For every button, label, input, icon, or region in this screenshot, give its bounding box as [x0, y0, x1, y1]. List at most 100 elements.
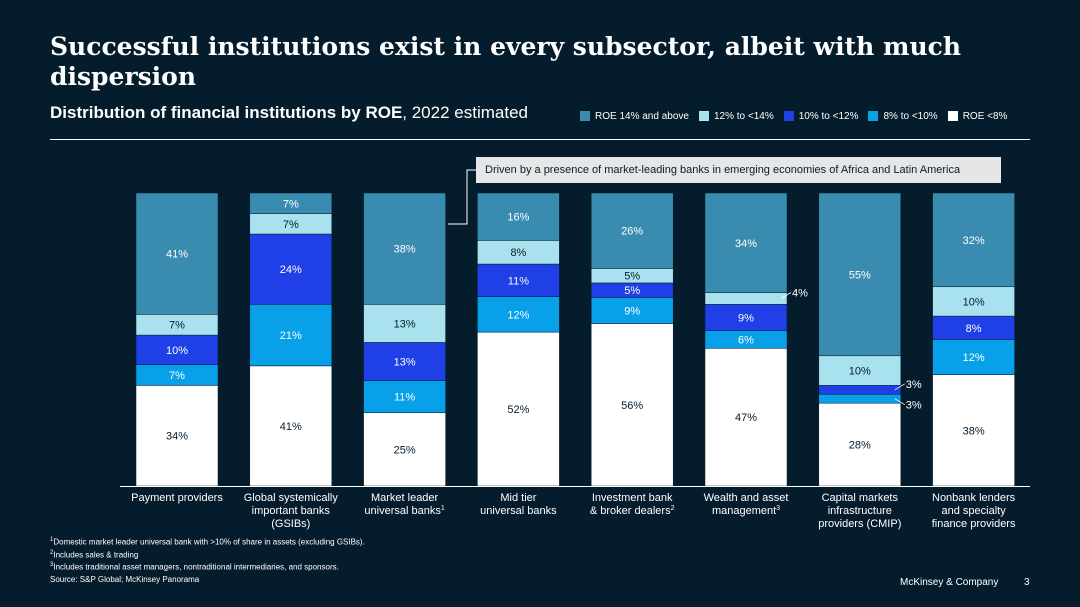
page-number: 3: [1024, 577, 1030, 588]
bar-segment-2-3: [363, 304, 446, 343]
chart-subtitle-rest: , 2022 estimated: [402, 103, 528, 122]
footnote-2: 2Includes sales & trading: [50, 549, 139, 560]
data-label-2-1: 11%: [394, 392, 415, 404]
category-label-6-line-0: Capital markets: [822, 492, 899, 504]
category-label-7-line-1: and specialty: [941, 505, 1006, 517]
source-note: Source: S&P Global; McKinsey Panorama: [50, 575, 200, 584]
legend-swatch-0: [947, 111, 958, 121]
legend-swatch-3: [698, 111, 709, 121]
category-label-4-line-1: & broker dealers2: [590, 505, 675, 517]
data-label-7-1: 12%: [963, 352, 985, 364]
bar-segment-7-3: [932, 286, 1015, 317]
data-label-6-2: 3%: [906, 379, 922, 391]
category-footnote-ref-4: 2: [671, 505, 675, 512]
bar-segment-1-0: [249, 365, 333, 487]
page-title: Successful institutions exist in every s…: [50, 32, 962, 91]
bar-segment-6-4: [818, 192, 902, 357]
data-label-5-4: 34%: [735, 238, 757, 250]
data-label-6-0: 28%: [849, 440, 871, 452]
legend-swatch-1: [868, 111, 879, 121]
data-label-1-3: 7%: [283, 219, 299, 231]
legend-label-4: ROE 14% and above: [595, 110, 689, 122]
data-label-1-1: 21%: [280, 330, 302, 342]
data-label-3-4: 16%: [507, 212, 529, 224]
category-footnote-ref-5: 3: [776, 505, 780, 512]
category-label-4-line-0: Investment bank: [592, 492, 673, 504]
footnotes: 1Domestic market leader universal bank w…: [50, 535, 750, 573]
bar-segment-3-0: [477, 331, 560, 487]
data-label-6-3: 10%: [849, 366, 871, 378]
bar-segment-5-0: [704, 348, 788, 487]
legend-swatch-4: [580, 111, 590, 121]
title-divider: [50, 139, 1030, 140]
data-label-5-3: 4%: [792, 287, 808, 299]
chart-legend: ROE 14% and above 12% to <14% 10% to <12% 8…: [580, 109, 1017, 123]
legend-item-0: ROE <8%: [947, 111, 1007, 122]
category-label-1-line-2: (GSIBs): [271, 518, 310, 530]
bar-segment-2-1: [363, 380, 446, 413]
bar-segment-0-4: [135, 192, 219, 315]
leader-line-6-1: [894, 398, 906, 406]
bar-segment-2-4: [363, 192, 446, 305]
category-footnote-ref-2: 1: [441, 505, 445, 512]
data-label-3-3: 8%: [510, 247, 526, 259]
data-label-0-3: 7%: [169, 320, 185, 332]
data-label-5-2: 9%: [738, 313, 754, 325]
bar-segment-1-1: [249, 304, 333, 367]
bar-segment-4-1: [590, 297, 674, 324]
leader-line-6-2: [894, 383, 906, 391]
legend-item-2: 10% to <12%: [783, 111, 858, 122]
bar-segment-6-1: [818, 394, 902, 404]
data-label-4-1: 9%: [624, 305, 640, 317]
data-label-6-1: 3%: [906, 400, 922, 412]
data-label-2-2: 13%: [394, 356, 416, 368]
category-label-7-line-0: Nonbank lenders: [932, 492, 1016, 504]
footnote-3: 3Includes traditional asset managers, no…: [50, 562, 339, 572]
data-label-0-1: 7%: [169, 370, 185, 382]
category-label-5-line-0: Wealth and asset: [704, 492, 789, 504]
bar-segment-0-2: [135, 334, 219, 365]
brand-name: McKinsey & Company: [900, 577, 999, 588]
category-label-2-line-1: universal banks1: [364, 505, 444, 517]
bar-segment-1-4: [249, 192, 333, 214]
data-label-5-1: 6%: [738, 335, 754, 347]
bar-segment-2-0: [363, 412, 446, 487]
bar-segment-6-3: [818, 355, 902, 386]
chart-subtitle-bold: Distribution of financial institutions b…: [50, 103, 403, 122]
footnote-1: 1Domestic market leader universal bank w…: [50, 537, 365, 547]
bar-segment-5-3: [704, 292, 788, 305]
category-label-0-line-0: Payment providers: [131, 492, 223, 504]
bar-segment-3-4: [477, 192, 560, 241]
bar-segment-3-2: [477, 263, 560, 297]
data-label-1-0: 41%: [280, 421, 302, 433]
bar-segment-7-4: [932, 192, 1015, 288]
data-label-0-2: 10%: [166, 345, 188, 357]
data-label-6-4: 55%: [849, 269, 871, 281]
data-label-7-0: 38%: [963, 425, 985, 437]
data-label-3-2: 11%: [508, 275, 529, 287]
category-label-3-line-1: universal banks: [480, 505, 557, 517]
category-label-6-line-2: providers (CMIP): [818, 518, 901, 530]
data-label-2-0: 25%: [394, 444, 416, 456]
leader-line-5-3: [780, 292, 792, 299]
data-label-4-3: 5%: [624, 271, 640, 283]
data-label-4-2: 5%: [624, 285, 640, 297]
data-label-1-2: 24%: [280, 264, 302, 276]
data-label-1-4: 7%: [283, 198, 299, 210]
callout-annotation: Driven by a presence of market-leading b…: [476, 157, 1001, 183]
category-label-3-line-0: Mid tier: [500, 492, 536, 504]
bar-segment-1-2: [249, 233, 333, 305]
bar-segment-6-2: [818, 385, 902, 395]
data-label-0-0: 34%: [166, 431, 188, 443]
legend-item-1: 8% to <10%: [868, 111, 938, 122]
data-label-3-0: 52%: [507, 404, 529, 416]
data-label-4-4: 26%: [621, 226, 643, 238]
bar-segment-2-2: [363, 342, 446, 381]
bar-segment-3-1: [477, 296, 560, 333]
data-label-7-3: 10%: [963, 296, 985, 308]
bar-segment-6-0: [818, 402, 902, 487]
data-label-2-4: 38%: [394, 244, 416, 256]
data-label-3-1: 12%: [507, 309, 529, 321]
bar-segment-4-0: [590, 323, 674, 487]
category-label-6-line-1: infrastructure: [828, 505, 892, 517]
